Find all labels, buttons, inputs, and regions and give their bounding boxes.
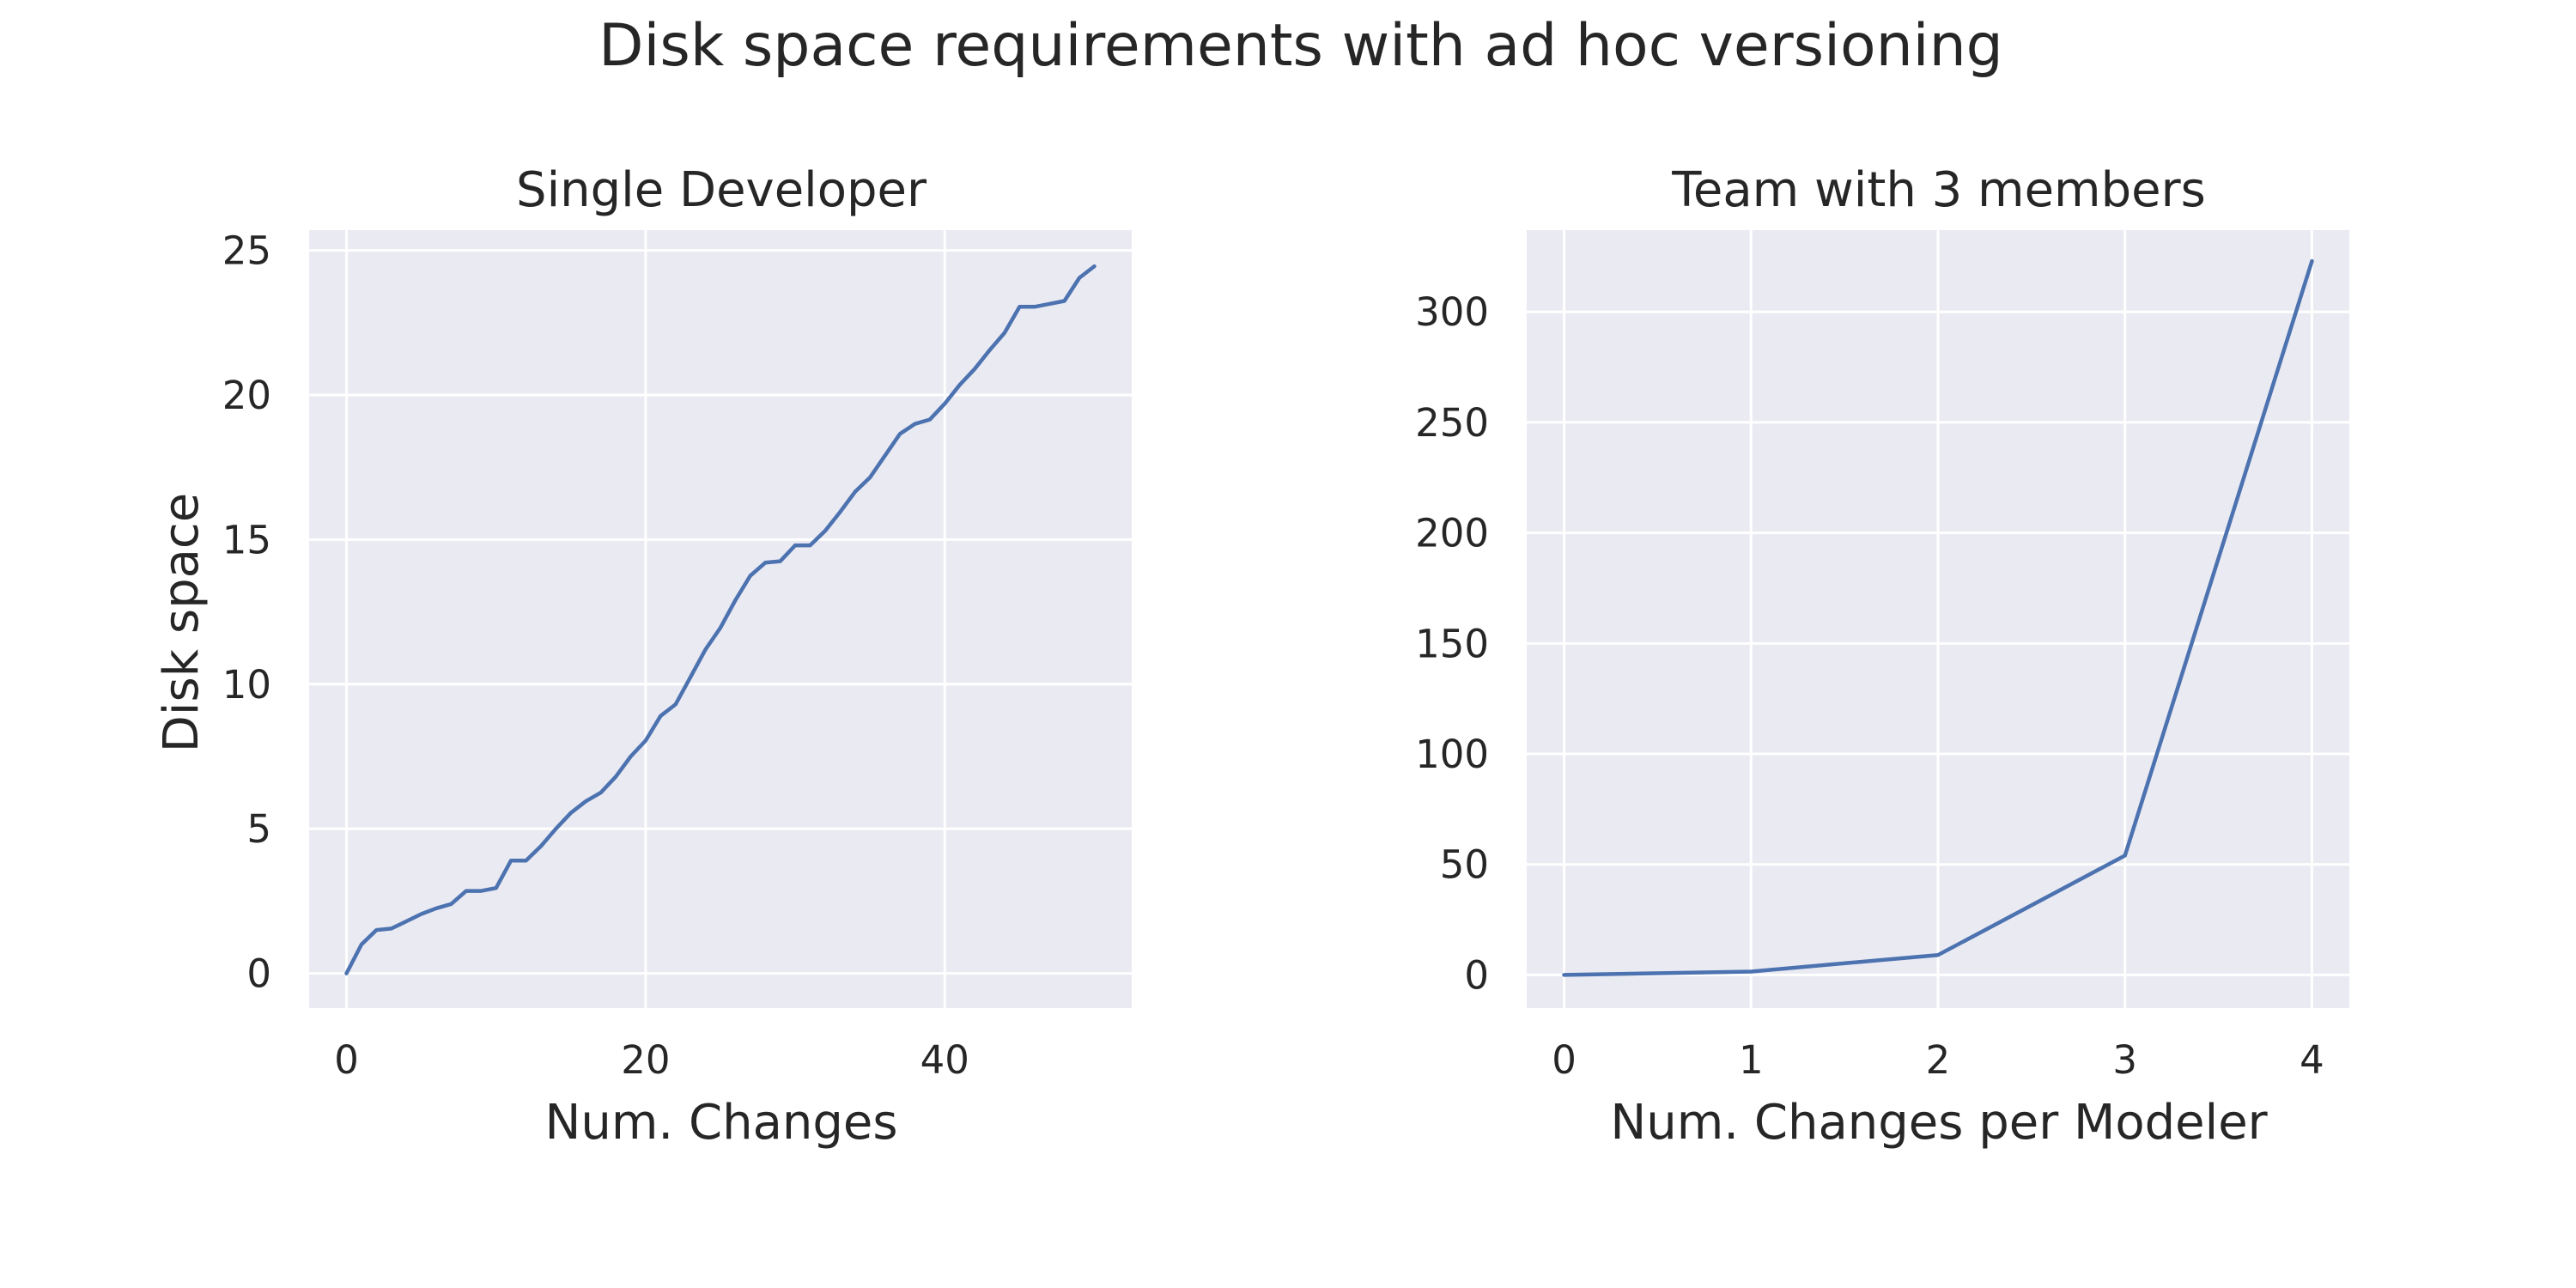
series-line xyxy=(1562,258,2314,977)
y-tick-label: 10 xyxy=(222,662,271,708)
y-tick-label: 200 xyxy=(1415,511,1489,556)
y-tick-label: 50 xyxy=(1440,842,1489,888)
x-tick-label: 3 xyxy=(2112,1037,2137,1083)
x-tick-label: 0 xyxy=(334,1037,359,1083)
x-tick-label: 0 xyxy=(1552,1037,1577,1083)
chart-title: Single Developer xyxy=(516,162,927,218)
y-tick-label: 250 xyxy=(1415,400,1489,446)
y-tick-label: 5 xyxy=(246,806,271,852)
y-tick-label: 300 xyxy=(1415,289,1489,335)
y-tick-label: 150 xyxy=(1415,621,1489,666)
y-tick-label: 25 xyxy=(222,228,271,274)
y-axis-label: Disk space xyxy=(154,493,210,752)
y-tick-label: 20 xyxy=(222,373,271,418)
x-axis-label: Num. Changes per Modeler xyxy=(1610,1095,2268,1151)
y-tick-label: 0 xyxy=(246,951,271,997)
plot-area xyxy=(309,230,1132,1008)
x-tick-label: 2 xyxy=(1926,1037,1951,1083)
figure-title: Disk space requirements with ad hoc vers… xyxy=(598,12,2003,80)
y-tick-label: 0 xyxy=(1464,952,1489,998)
y-tick-label: 15 xyxy=(222,517,271,562)
chart-team-with-3-members: Team with 3 members Num. Changes per Mod… xyxy=(1415,162,2349,1151)
x-axis-label: Num. Changes xyxy=(544,1095,897,1151)
series-line xyxy=(344,264,1097,975)
x-tick-label: 1 xyxy=(1739,1037,1764,1083)
x-tick-label: 4 xyxy=(2300,1037,2324,1083)
x-tick-label: 40 xyxy=(920,1037,969,1083)
x-tick-label: 20 xyxy=(621,1037,670,1083)
chart-title: Team with 3 members xyxy=(1671,162,2206,218)
chart-single-developer: Single Developer Num. Changes Disk space… xyxy=(154,162,1132,1151)
y-tick-label: 100 xyxy=(1415,732,1489,777)
